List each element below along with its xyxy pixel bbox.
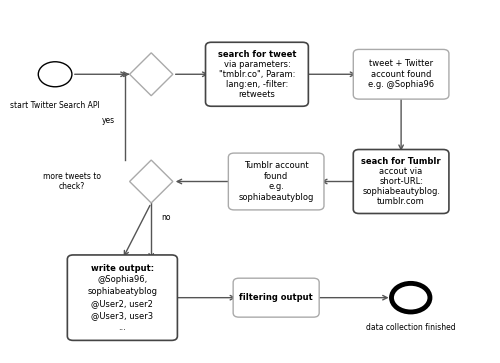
FancyBboxPatch shape <box>354 49 449 99</box>
Text: filtering output: filtering output <box>240 293 313 302</box>
Text: tumblr.com: tumblr.com <box>377 197 425 206</box>
FancyBboxPatch shape <box>206 42 308 106</box>
Text: @User2, user2: @User2, user2 <box>92 299 154 308</box>
Text: accout via: accout via <box>380 167 422 176</box>
Text: more tweets to
check?: more tweets to check? <box>43 172 101 191</box>
Text: no: no <box>161 213 170 222</box>
FancyBboxPatch shape <box>68 255 178 340</box>
Text: @User3, user3: @User3, user3 <box>92 311 154 320</box>
Polygon shape <box>130 53 173 96</box>
FancyBboxPatch shape <box>354 150 449 213</box>
Text: retweets: retweets <box>238 90 276 99</box>
Text: write output:: write output: <box>91 264 154 273</box>
Polygon shape <box>130 160 173 203</box>
Text: ...: ... <box>118 323 126 332</box>
Text: tweet + Twitter
account found
e.g. @Sophia96: tweet + Twitter account found e.g. @Soph… <box>368 60 434 89</box>
Text: Tumblr account
found
e.g.
sophiabeautyblog: Tumblr account found e.g. sophiabeautybl… <box>238 162 314 201</box>
Text: sophiabeatyblog: sophiabeatyblog <box>88 287 158 296</box>
Text: yes: yes <box>102 116 115 125</box>
Text: data collection finished: data collection finished <box>366 323 456 332</box>
Text: via parameters:: via parameters: <box>224 60 290 69</box>
Circle shape <box>38 62 72 87</box>
Text: start Twitter Search API: start Twitter Search API <box>10 101 100 110</box>
Circle shape <box>392 284 430 312</box>
Text: search for tweet: search for tweet <box>218 50 296 58</box>
FancyBboxPatch shape <box>228 153 324 210</box>
Text: seach for Tumblr: seach for Tumblr <box>362 157 441 166</box>
Text: lang:en, -filter:: lang:en, -filter: <box>226 80 288 89</box>
Text: short-URL:: short-URL: <box>379 177 423 186</box>
Text: sophiabeautyblog.: sophiabeautyblog. <box>362 187 440 196</box>
Text: @Sophia96,: @Sophia96, <box>98 276 148 285</box>
Text: "tmblr.co", Param:: "tmblr.co", Param: <box>219 70 295 79</box>
FancyBboxPatch shape <box>233 278 319 317</box>
